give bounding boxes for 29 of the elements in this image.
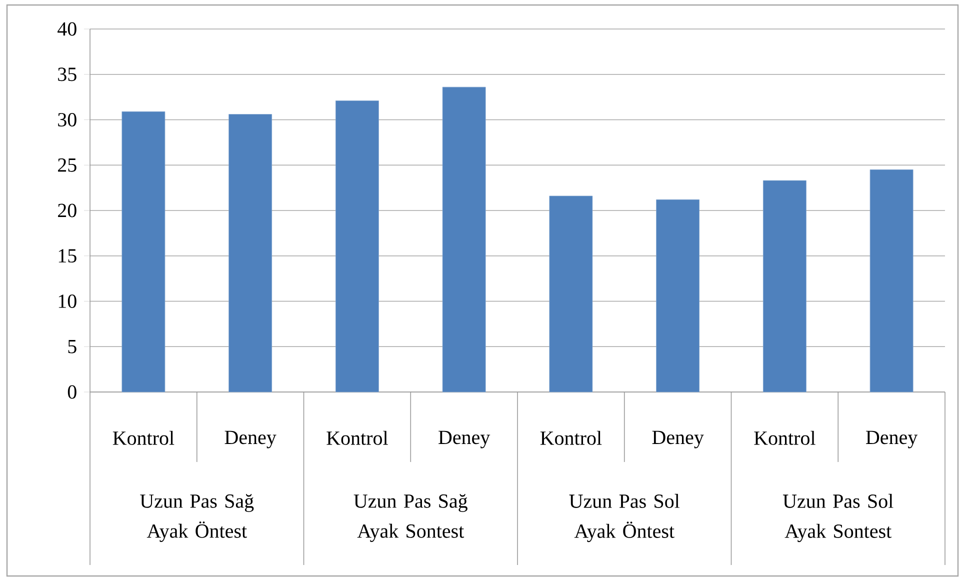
text: Uzun Pas Sol Ayak Sontest <box>782 494 894 542</box>
bar <box>870 169 914 392</box>
y-tick-label: 10 <box>58 294 76 308</box>
y-tick-label: 0 <box>68 385 76 399</box>
x-tick-label: Kontrol <box>540 430 602 445</box>
y-tick-label: 15 <box>58 249 76 263</box>
x-tick-label: Deney <box>866 430 918 448</box>
x-tick-label: Deney <box>224 430 276 448</box>
y-tick-label: 25 <box>58 158 76 172</box>
bar <box>549 196 593 392</box>
x-tick-label: Deney <box>652 430 704 448</box>
text: Uzun Pas Sağ Ayak Sontest <box>354 494 468 542</box>
bar <box>335 100 379 392</box>
bar <box>442 86 486 392</box>
x-tick-label: Kontrol <box>112 430 174 445</box>
text: Uzun Pas Sol Ayak Öntest <box>569 494 680 542</box>
bar <box>762 180 806 392</box>
y-tick-label: 35 <box>58 68 76 82</box>
y-tick-label: 40 <box>58 22 76 36</box>
x-tick-label: Kontrol <box>326 430 388 445</box>
bar <box>122 111 166 392</box>
text: Uzun Pas Sağ Ayak Öntest <box>140 494 254 542</box>
y-tick-label: 20 <box>58 204 76 218</box>
x-tick-label: Deney <box>438 430 490 448</box>
bar <box>228 114 272 392</box>
bar <box>656 199 700 392</box>
x-tick-label: Kontrol <box>754 430 816 445</box>
y-tick-label: 30 <box>58 113 76 126</box>
y-tick-label: 5 <box>68 340 76 354</box>
